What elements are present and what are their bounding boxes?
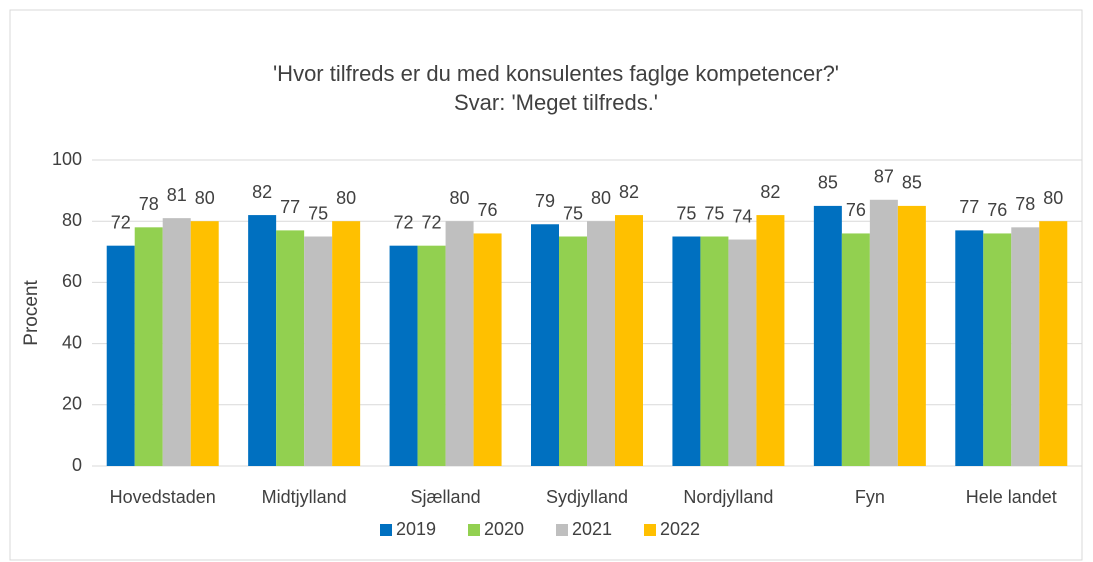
bar [445,221,474,466]
bar [106,245,135,466]
bar [531,224,559,466]
bar [841,233,870,466]
bar [417,245,446,466]
x-tick-label: Fyn [855,487,885,507]
data-label: 80 [450,188,470,208]
data-label: 75 [308,203,328,223]
data-label: 77 [280,197,300,217]
legend-swatch [644,524,656,536]
data-label: 72 [394,212,414,232]
bar [955,230,984,466]
x-tick-label: Sydjylland [546,487,628,507]
chart-subtitle: Svar: 'Meget tilfreds.' [454,90,658,115]
data-label: 75 [676,203,696,223]
bar [672,236,701,466]
x-tick-label: Hele landet [966,487,1057,507]
data-label: 80 [591,188,611,208]
legend-label: 2021 [572,519,612,539]
data-label: 85 [902,173,922,193]
data-label: 78 [139,194,159,214]
legend-swatch [380,524,392,536]
data-label: 76 [478,200,498,220]
y-tick-label: 40 [62,332,82,352]
data-label: 76 [987,200,1007,220]
bar [473,233,502,466]
bar [587,221,615,466]
bar [1011,227,1040,466]
data-label: 81 [167,185,187,205]
y-tick-label: 60 [62,271,82,291]
bar [615,215,643,466]
legend-label: 2022 [660,519,700,539]
bar [162,218,191,466]
legend-label: 2020 [484,519,524,539]
bar [559,236,587,466]
bar [1039,221,1068,466]
data-label: 72 [111,212,131,232]
data-label: 75 [563,203,583,223]
y-tick-label: 20 [62,394,82,414]
y-axis-label: Procent [21,280,42,346]
data-label: 87 [874,167,894,187]
bar [332,221,361,466]
y-tick-label: 80 [62,210,82,230]
bar [756,215,785,466]
bar [728,239,757,466]
data-label: 75 [704,203,724,223]
y-tick-label: 100 [52,149,82,169]
chart-title: 'Hvor tilfreds er du med konsulentes fag… [273,61,839,86]
data-label: 82 [252,182,272,202]
data-label: 78 [1015,194,1035,214]
x-tick-label: Nordjylland [683,487,773,507]
data-label: 79 [535,191,555,211]
data-label: 85 [818,173,838,193]
data-label: 76 [846,200,866,220]
data-label: 82 [619,182,639,202]
bar [983,233,1012,466]
bar [304,236,333,466]
bar [248,215,277,466]
data-label: 80 [336,188,356,208]
data-label: 77 [959,197,979,217]
legend-swatch [468,524,480,536]
data-label: 72 [422,212,442,232]
bar [869,199,898,466]
bar [276,230,305,466]
x-tick-label: Hovedstaden [110,487,216,507]
x-tick-label: Sjælland [411,487,481,507]
legend-label: 2019 [396,519,436,539]
data-label: 80 [195,188,215,208]
x-tick-label: Midtjylland [262,487,347,507]
data-label: 74 [732,206,752,226]
bar [813,205,842,466]
data-label: 80 [1043,188,1063,208]
bar [190,221,219,466]
data-label: 82 [760,182,780,202]
bar [389,245,418,466]
bar [700,236,729,466]
bar [897,205,926,466]
legend-swatch [556,524,568,536]
y-tick-label: 0 [72,455,82,475]
bar [134,227,163,466]
